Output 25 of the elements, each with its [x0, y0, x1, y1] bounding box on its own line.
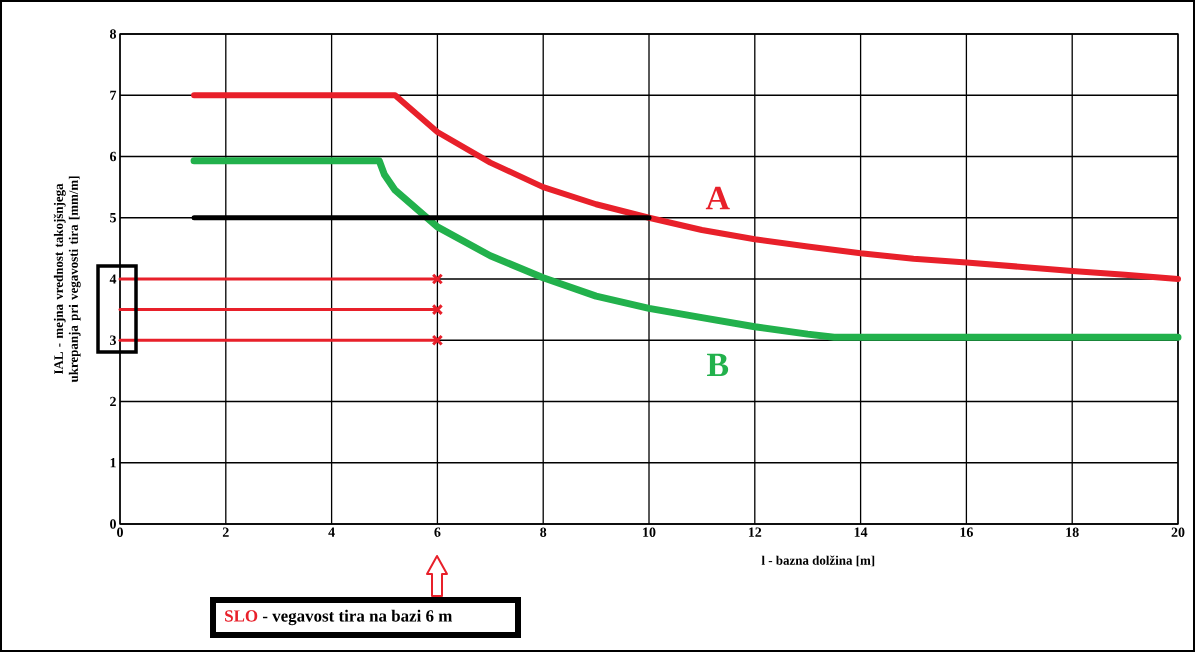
y-tick-label: 1	[110, 458, 116, 468]
x-tick-label: 20	[1171, 527, 1185, 537]
x-tick-label: 14	[854, 527, 868, 537]
text: SLO	[225, 610, 258, 622]
x-tick-label: 6	[434, 527, 441, 537]
y-tick-label: 4	[109, 274, 117, 284]
y-tick-label: 0	[110, 519, 116, 529]
y-tick-label: 2	[110, 396, 116, 407]
y-axis-title: IAL - mejna vrednost takojšnjega ukrepanja pri vegavosti tira [mm/m]	[53, 176, 81, 383]
y-tick-label: 7	[110, 90, 117, 100]
x-tick-label: 8	[540, 527, 547, 537]
y-tick-label: 6	[110, 151, 117, 162]
series-label: A	[705, 186, 730, 210]
x-tick-label: 18	[1066, 527, 1079, 537]
text: - vegavost tira na bazi 6 m	[262, 609, 453, 626]
series-label: B	[707, 353, 729, 377]
y-tick-label: 3	[110, 335, 117, 345]
x-axis-title: l - bazna dolžina [m]	[761, 555, 875, 567]
y-tick-label: 8	[109, 29, 117, 39]
x-tick-label: 2	[222, 527, 229, 537]
x-tick-label: 10	[643, 527, 656, 537]
x-tick-label: 4	[328, 527, 335, 537]
y-tick-label: 5	[110, 213, 116, 223]
x-tick-label: 12	[748, 527, 762, 537]
x-tick-label: 16	[960, 527, 973, 537]
